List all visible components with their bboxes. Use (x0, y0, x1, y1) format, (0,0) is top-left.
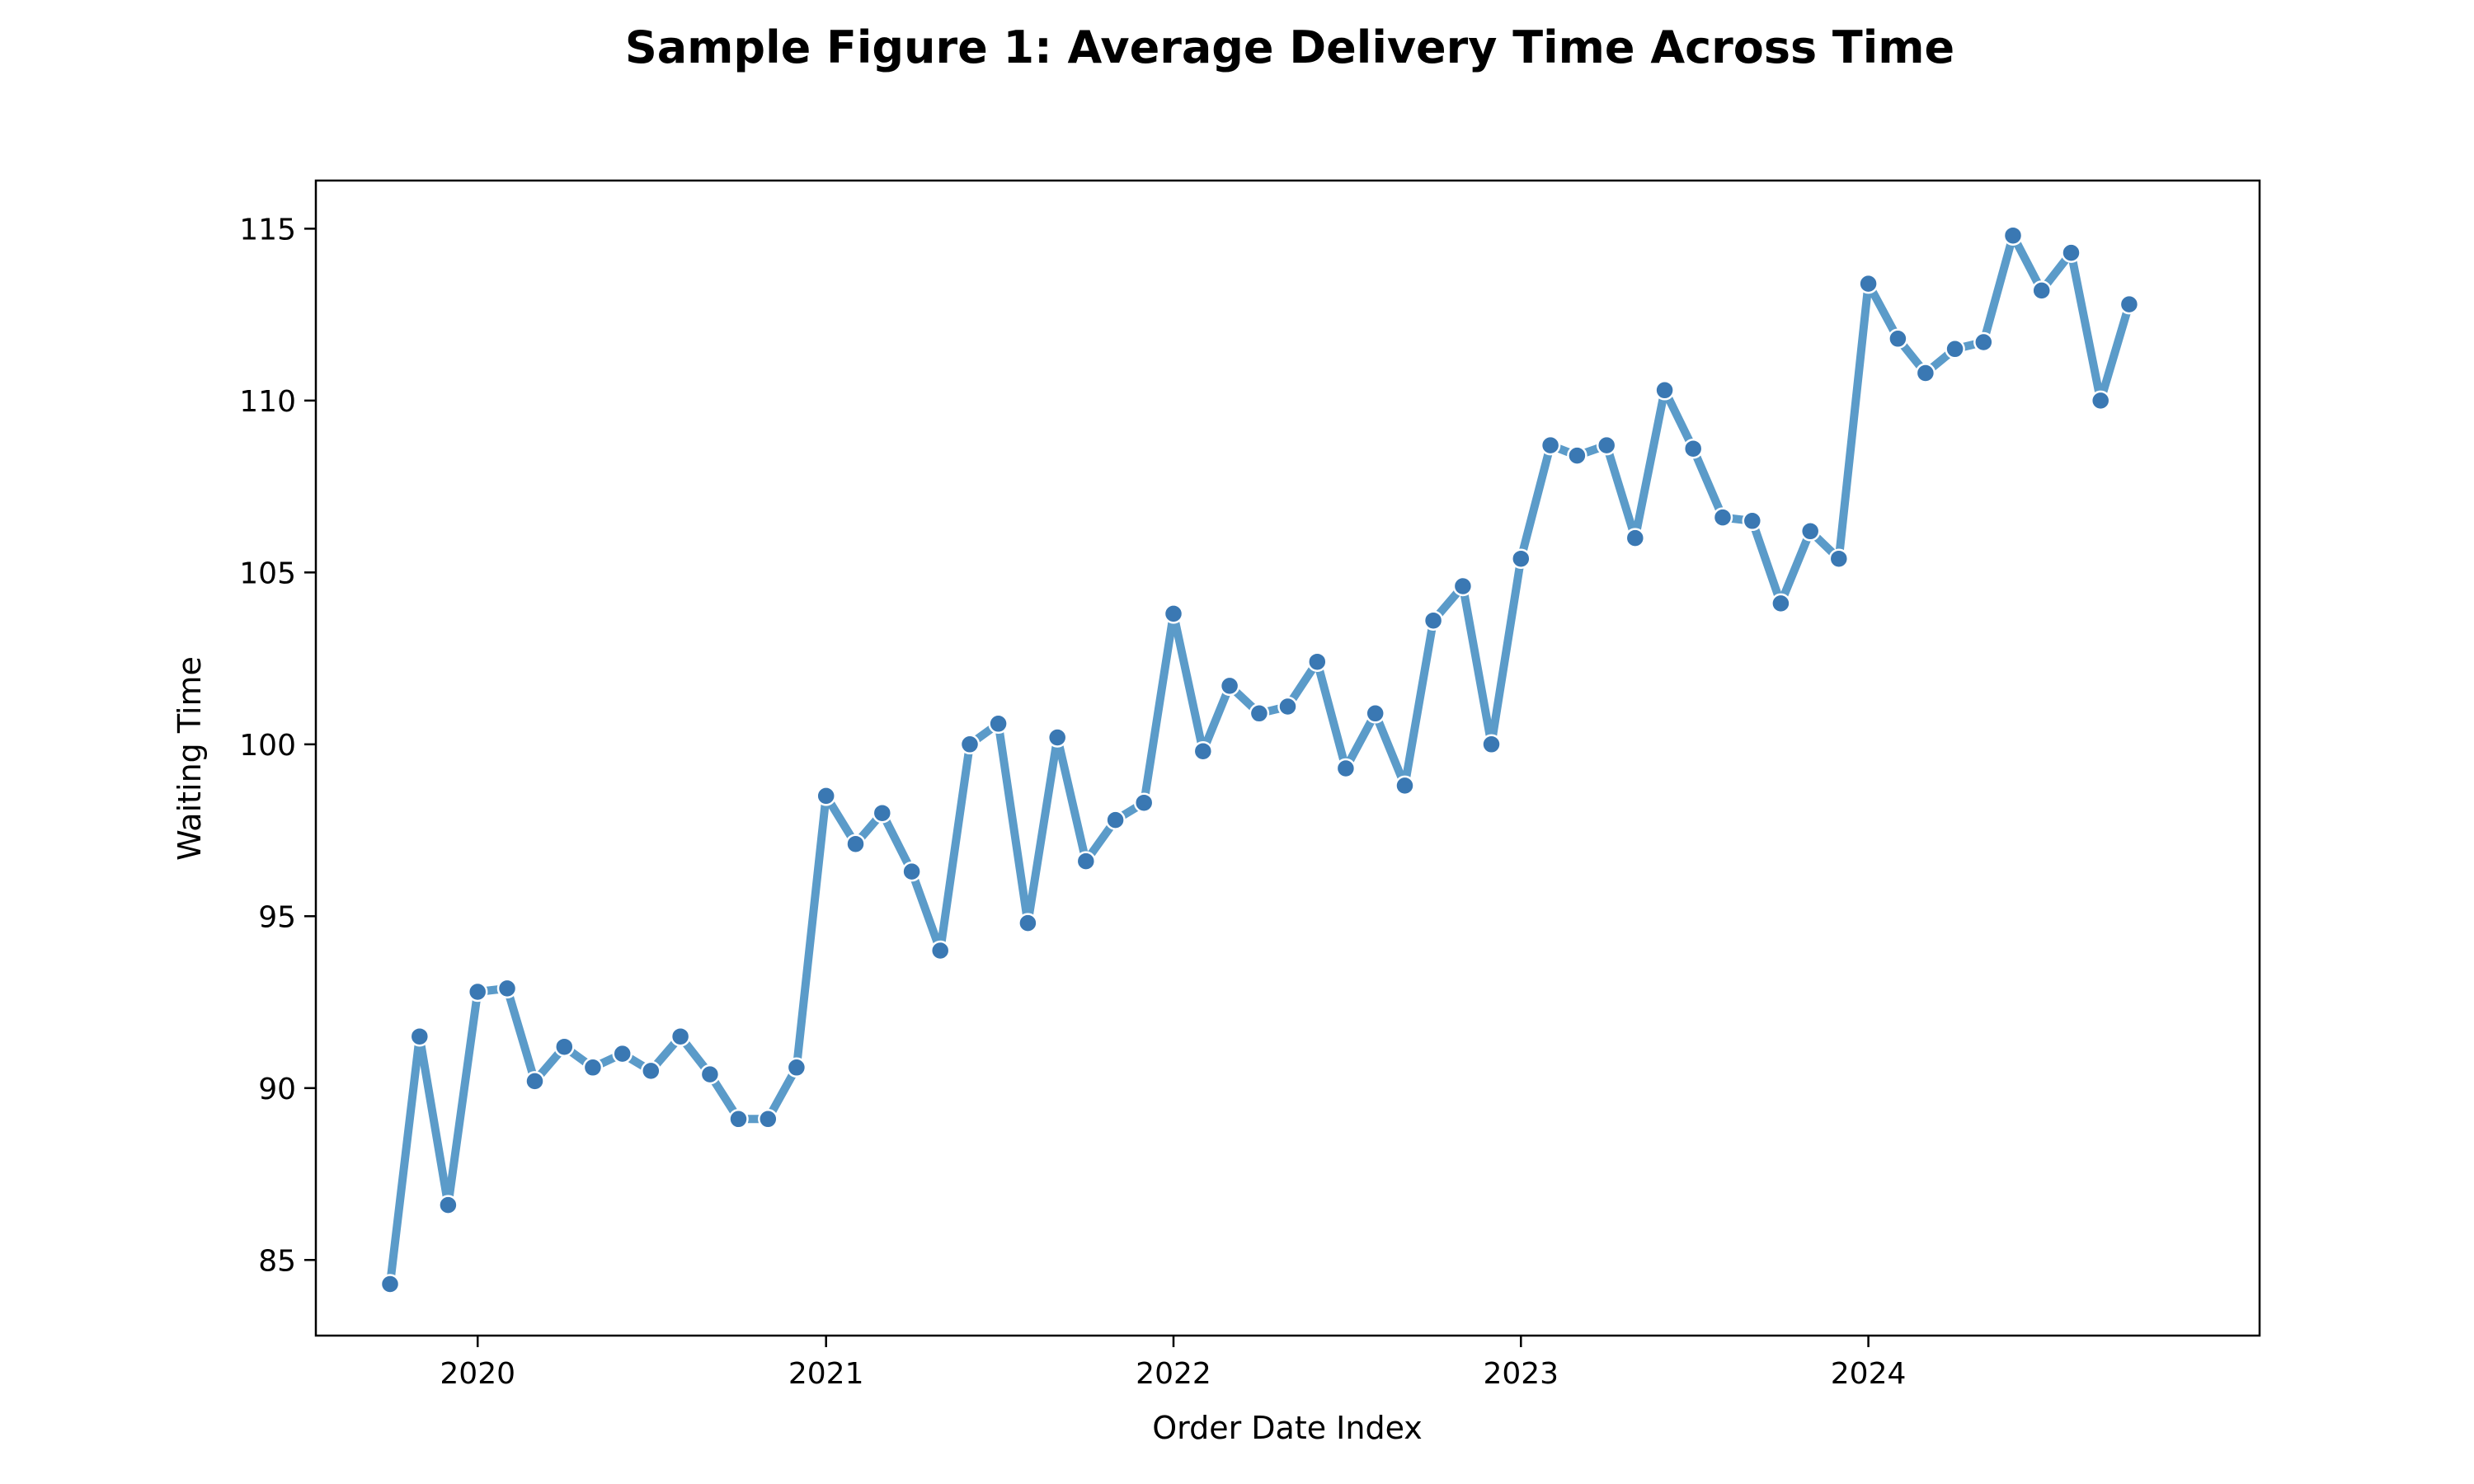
x-tick-label: 2021 (788, 1357, 864, 1391)
data-point (524, 1071, 545, 1092)
data-point (1249, 703, 1270, 724)
plot-area (379, 225, 2140, 1294)
data-point (641, 1060, 661, 1082)
data-point (1540, 434, 1561, 456)
data-point (1511, 548, 1531, 569)
data-point (1481, 734, 1502, 755)
data-point (2061, 242, 2081, 263)
y-axis-label: Waiting Time (172, 656, 208, 861)
data-point (1277, 696, 1298, 717)
data-point (554, 1036, 575, 1057)
x-axis: 2020 2021 2022 2023 2024 (440, 1336, 1906, 1391)
y-tick-label: 110 (239, 385, 296, 419)
chart-title: Sample Figure 1: Average Delivery Time A… (625, 21, 1954, 73)
data-point (901, 861, 922, 882)
data-point (1105, 810, 1126, 830)
data-point (670, 1026, 691, 1047)
data-point (1742, 510, 1763, 532)
data-point (1945, 339, 1965, 359)
y-tick-label: 100 (239, 729, 296, 763)
data-point (758, 1109, 778, 1129)
data-point (582, 1057, 604, 1078)
data-point (1018, 913, 1038, 933)
y-tick-label: 115 (239, 213, 296, 247)
data-point (438, 1195, 459, 1215)
data-point (1771, 593, 1791, 614)
x-axis-label: Order Date Index (1152, 1410, 1423, 1446)
x-tick-label: 2024 (1831, 1357, 1907, 1391)
data-point (1395, 775, 1415, 796)
plot-frame (314, 179, 2261, 1337)
data-point (1915, 363, 1936, 383)
data-point (1075, 851, 1097, 871)
x-tick-label: 2020 (440, 1357, 515, 1391)
y-tick-label: 90 (258, 1073, 296, 1106)
data-point (1973, 331, 1994, 353)
data-point (786, 1057, 807, 1078)
y-tick-label: 105 (239, 556, 296, 590)
data-point (467, 981, 488, 1003)
data-point (2002, 225, 2024, 246)
data-point (1712, 507, 1733, 528)
data-point (1307, 651, 1328, 672)
data-point (1567, 445, 1587, 466)
data-point (1192, 740, 1214, 762)
data-point (1423, 610, 1444, 631)
data-point (1163, 603, 1184, 624)
data-point (2119, 294, 2140, 315)
series-line (386, 231, 2133, 1289)
data-point (816, 786, 836, 806)
data-point (1888, 328, 1908, 350)
data-point (1799, 521, 1821, 542)
data-point (1365, 703, 1385, 724)
data-point (1335, 758, 1357, 779)
data-point (1828, 548, 1850, 569)
data-point (2090, 390, 2111, 411)
data-point (496, 978, 518, 999)
data-point (1452, 575, 1474, 597)
data-point (959, 734, 981, 755)
data-point (612, 1043, 633, 1064)
data-point (1682, 438, 1704, 459)
data-point (872, 802, 893, 824)
data-point (379, 1274, 401, 1294)
data-point (2031, 280, 2052, 301)
data-point (409, 1026, 430, 1047)
data-point (1047, 727, 1068, 748)
data-point (728, 1109, 749, 1129)
data-point (988, 713, 1009, 735)
data-point (929, 940, 951, 961)
data-point (1219, 675, 1240, 697)
x-tick-label: 2022 (1136, 1357, 1211, 1391)
y-tick-label: 95 (258, 900, 296, 934)
x-tick-label: 2023 (1483, 1357, 1559, 1391)
data-point (1133, 792, 1155, 813)
data-point (1625, 528, 1646, 548)
data-point (1654, 380, 1675, 401)
data-point (1858, 273, 1879, 294)
data-point (699, 1064, 721, 1085)
y-tick-label: 85 (258, 1244, 296, 1278)
data-point (845, 834, 866, 854)
y-axis: 85 90 95 100 105 110 115 (239, 213, 316, 1278)
data-point (1596, 434, 1617, 456)
